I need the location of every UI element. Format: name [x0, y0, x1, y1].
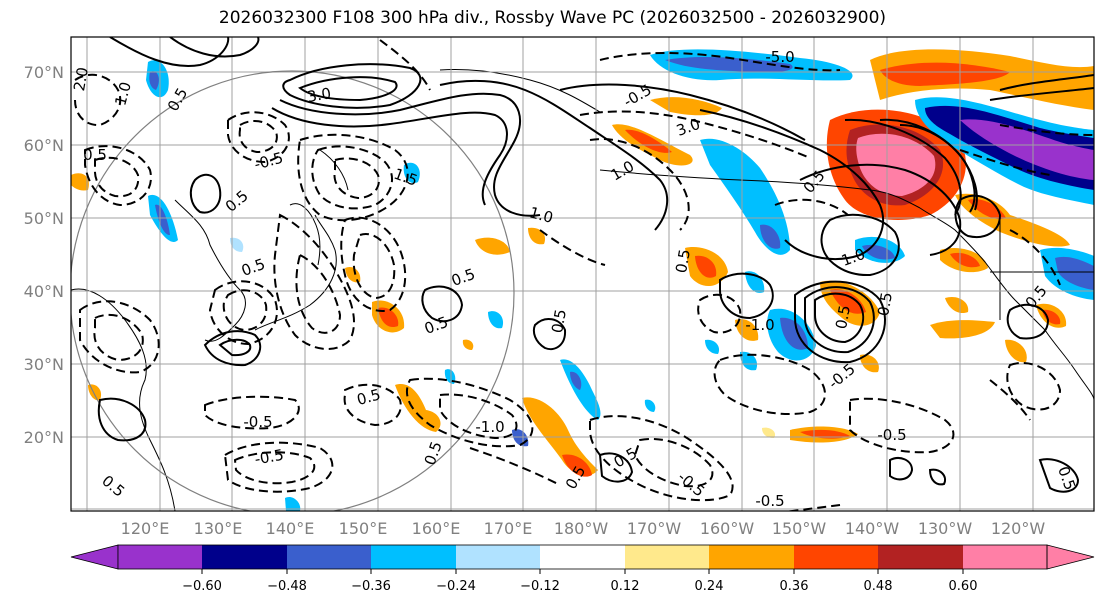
contour-label: -0.5	[243, 413, 272, 431]
colorbar-tick-label: −0.36	[351, 579, 391, 594]
colorbar-swatch	[202, 545, 287, 569]
colorbar-swatch	[625, 545, 709, 569]
coastlines	[71, 69, 1094, 511]
lat-label: 50°N	[24, 209, 64, 228]
positive-contours	[97, 37, 1094, 493]
lon-label: 130°E	[194, 519, 243, 538]
contour-label: -0.5	[877, 426, 906, 444]
lon-label: 170°E	[484, 519, 533, 538]
contour-label: 0.5	[874, 291, 896, 318]
lon-label: 170°W	[627, 519, 682, 538]
lon-label: 120°E	[121, 519, 170, 538]
colorbar-swatch	[963, 545, 1047, 569]
lon-label: 150°E	[339, 519, 388, 538]
contour-label: 0.5	[355, 385, 383, 409]
colorbar-tick-label: 0.48	[864, 579, 893, 594]
colorbar-swatch	[878, 545, 963, 569]
colorbar-extend-right	[1046, 544, 1095, 570]
map-title: 2026032300 F108 300 hPa div., Rossby Wav…	[218, 8, 887, 28]
contour-label: 3.0	[306, 84, 333, 106]
colorbar-tick-label: 0.24	[695, 579, 724, 594]
contour-label: 0.5	[672, 248, 694, 275]
lon-label: 160°E	[412, 519, 461, 538]
lat-label: 40°N	[24, 282, 64, 301]
reference-circle	[71, 70, 515, 511]
lon-label: 130°W	[918, 519, 973, 538]
colorbar-outline	[117, 544, 1048, 570]
contour-label: -1.0	[475, 418, 504, 436]
negative-contours	[74, 39, 1094, 511]
colorbar-swatch	[118, 545, 202, 569]
contour-label: -0.5	[755, 492, 784, 510]
contour-label: -1.0	[745, 316, 774, 334]
lon-label: 150°W	[772, 519, 827, 538]
lat-label: 60°N	[24, 136, 64, 155]
colorbar-tick-label: 0.12	[611, 579, 640, 594]
colorbar-extend-left	[70, 544, 119, 570]
colorbar-tick-label: −0.60	[182, 579, 222, 594]
colorbar-swatch	[287, 545, 371, 569]
lat-label: 30°N	[24, 355, 64, 374]
contour-label: 0.5	[83, 146, 107, 164]
lon-label: 120°W	[991, 519, 1046, 538]
colorbar-tick-label: 0.60	[949, 579, 978, 594]
latitude-labels: 70°N 60°N 50°N 40°N 30°N 20°N	[24, 63, 64, 447]
graticule	[71, 37, 1094, 511]
contour-label: 1.0	[111, 80, 135, 108]
lon-label: 140°W	[845, 519, 900, 538]
contour-label: 0.5	[548, 308, 570, 335]
colorbar-tick-label: 0.36	[780, 579, 809, 594]
contour-label: -5.0	[765, 48, 794, 66]
lon-label: 140°E	[266, 519, 315, 538]
colorbar-swatch	[709, 545, 794, 569]
map-frame	[70, 36, 1095, 512]
contour-label: 0.5	[832, 304, 854, 331]
lon-label: 180°W	[554, 519, 609, 538]
colorbar-swatch	[371, 545, 456, 569]
colorbar: −0.60 −0.48 −0.36 −0.24 −0.12 0.12 0.24 …	[70, 544, 1095, 594]
colorbar-tick-label: −0.12	[520, 579, 560, 594]
lat-label: 20°N	[24, 428, 64, 447]
longitude-labels: 120°E 130°E 140°E 150°E 160°E 170°E 180°…	[121, 519, 1046, 538]
colorbar-swatch	[540, 545, 625, 569]
contour-label: 1.0	[527, 203, 555, 227]
colorbar-swatch	[456, 545, 540, 569]
lon-label: 160°W	[700, 519, 755, 538]
lat-label: 70°N	[24, 63, 64, 82]
colorbar-tick-label: −0.24	[436, 579, 476, 594]
contour-label: -0.5	[253, 446, 285, 469]
contour-label: 2.0	[70, 66, 92, 93]
colorbar-swatch	[794, 545, 878, 569]
colorbar-tick-label: −0.48	[267, 579, 307, 594]
